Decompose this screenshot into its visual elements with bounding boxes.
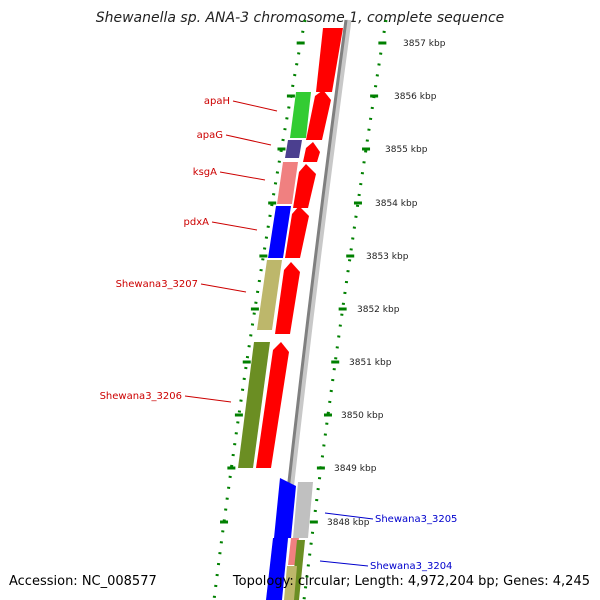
tick-label: 3851 kbp (349, 358, 392, 368)
ruler-labels: 3857 kbp 3856 kbp 3855 kbp 3854 kbp 3853… (327, 39, 446, 528)
leader-ksgA (219, 171, 266, 181)
leader-Shewana3_3206 (184, 395, 232, 403)
tick-label: 3856 kbp (394, 92, 437, 102)
ruler-outer-ticks (220, 41, 305, 524)
gene-label-pdxA: pdxA (184, 217, 210, 228)
cds-arrow (275, 262, 300, 334)
gene-Shewana3_3206 (238, 342, 270, 468)
leader-Shewana3_3204 (319, 560, 369, 567)
tick-label: 3850 kbp (341, 411, 384, 421)
gene-label-Shewana3_3206: Shewana3_3206 (100, 391, 182, 402)
tick-label: 3852 kbp (357, 305, 400, 315)
gene-track (238, 92, 313, 600)
gene-label-Shewana3_3204: Shewana3_3204 (370, 561, 452, 572)
gene-gray (293, 482, 313, 538)
gene-label-apaG: apaG (197, 130, 223, 141)
tick-label: 3855 kbp (385, 145, 428, 155)
cds-arrow (303, 142, 320, 162)
tick-label: 3857 kbp (403, 39, 446, 49)
ruler-major-ticks (309, 41, 387, 524)
gene-blue-lower (266, 538, 288, 600)
cds-arrow (293, 164, 316, 208)
leader-apaH (232, 100, 278, 112)
accession-label: Accession: NC_008577 (9, 574, 157, 589)
cds-arrow (316, 28, 343, 92)
gene-Shewana3_3207 (257, 260, 282, 330)
gene-label-apaH: apaH (204, 96, 230, 107)
tick-label: 3848 kbp (327, 518, 370, 528)
cds-track (256, 28, 343, 468)
leader-apaG (225, 134, 272, 146)
leader-Shewana3_3205 (324, 512, 374, 520)
cds-arrow (306, 90, 331, 140)
tick-label: 3853 kbp (366, 252, 409, 262)
gene-label-Shewana3_3205: Shewana3_3205 (375, 514, 457, 525)
gene-khaki-lower (284, 566, 297, 600)
gene-apaG (285, 140, 302, 158)
gene-labels: apaH apaG ksgA pdxA Shewana3_3207 Shewan… (100, 96, 458, 572)
leader-Shewana3_3207 (200, 283, 247, 293)
gene-pdxA (268, 206, 291, 258)
gene-label-Shewana3_3207: Shewana3_3207 (116, 279, 198, 290)
gene-ksgA (277, 162, 298, 204)
cds-arrow (256, 342, 289, 468)
gene-label-ksgA: ksgA (193, 167, 217, 178)
topology-label: Topology: circular; Length: 4,972,204 bp… (232, 574, 590, 589)
label-leaders (184, 100, 374, 567)
gene-Shewana3_3205 (274, 478, 296, 538)
tick-label: 3854 kbp (375, 199, 418, 209)
leader-pdxA (211, 221, 258, 231)
cds-arrow (285, 206, 309, 258)
map-title: Shewanella sp. ANA-3 chromosome 1, compl… (95, 10, 505, 26)
tick-label: 3849 kbp (334, 464, 377, 474)
gene-apaH (290, 92, 311, 138)
